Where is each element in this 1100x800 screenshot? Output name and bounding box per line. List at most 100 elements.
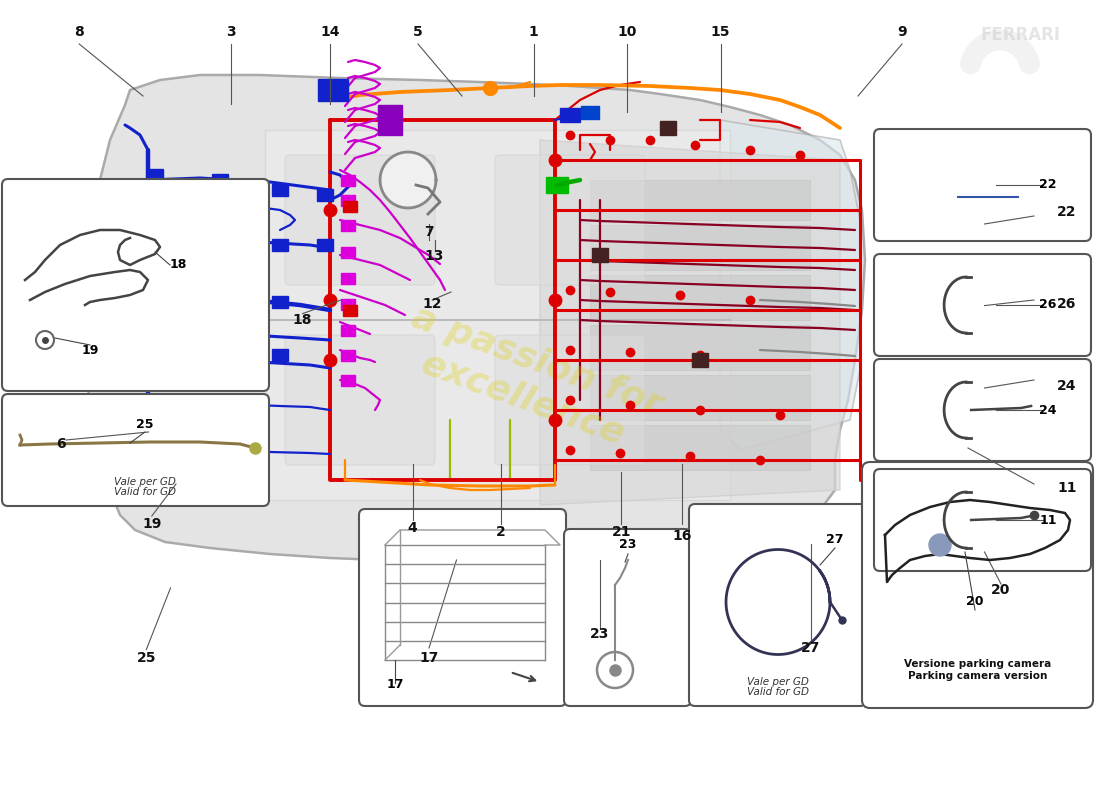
FancyBboxPatch shape (495, 335, 645, 465)
Bar (212, 294, 228, 306)
Text: 23: 23 (619, 538, 637, 551)
Text: Versione parking camera: Versione parking camera (904, 659, 1052, 669)
Text: 21: 21 (612, 525, 631, 539)
Text: 3: 3 (227, 25, 235, 39)
Text: a passion for
excellence: a passion for excellence (393, 300, 667, 460)
FancyBboxPatch shape (285, 335, 435, 465)
Polygon shape (265, 130, 730, 500)
Bar (212, 399, 228, 411)
Bar (590, 275, 810, 320)
Bar (590, 425, 810, 470)
Bar (318, 79, 348, 101)
Text: 17: 17 (386, 678, 404, 691)
Text: 2: 2 (496, 525, 505, 539)
Bar (592, 248, 608, 262)
Bar (986, 172, 1003, 194)
Text: 20: 20 (991, 583, 1011, 598)
Polygon shape (540, 140, 840, 505)
Text: 11: 11 (1040, 514, 1057, 526)
Bar (378, 105, 402, 135)
Bar (341, 374, 355, 386)
Text: 5: 5 (414, 25, 422, 39)
Text: 19: 19 (142, 517, 162, 531)
FancyBboxPatch shape (359, 509, 566, 706)
FancyBboxPatch shape (495, 155, 645, 285)
Bar (317, 239, 333, 251)
Text: 14: 14 (320, 25, 340, 39)
Bar (341, 325, 355, 335)
Text: 22: 22 (1040, 178, 1057, 191)
Bar (590, 375, 810, 420)
Bar (341, 246, 355, 258)
Text: 20: 20 (966, 595, 983, 608)
FancyBboxPatch shape (862, 462, 1093, 708)
Bar (341, 273, 355, 283)
Bar (590, 225, 810, 270)
Text: 27: 27 (801, 641, 821, 655)
Bar (341, 298, 355, 310)
Bar (546, 177, 568, 193)
Text: Vale per GD: Vale per GD (747, 677, 808, 687)
Bar (272, 239, 288, 251)
Text: 23: 23 (590, 627, 609, 642)
Bar (317, 189, 333, 201)
Bar (341, 350, 355, 361)
Text: Valid for GD: Valid for GD (747, 687, 808, 697)
Text: 24: 24 (1057, 378, 1077, 393)
Bar (590, 325, 810, 370)
FancyBboxPatch shape (2, 394, 270, 506)
Bar (272, 349, 288, 361)
FancyBboxPatch shape (874, 469, 1091, 571)
Bar (581, 106, 600, 118)
Bar (272, 184, 288, 196)
Text: 1: 1 (529, 25, 538, 39)
Text: 19: 19 (81, 343, 99, 357)
Polygon shape (382, 154, 435, 206)
Text: 10: 10 (617, 25, 637, 39)
Text: 6: 6 (56, 437, 65, 451)
Polygon shape (110, 280, 240, 370)
Text: 18: 18 (170, 258, 187, 271)
Bar (147, 169, 163, 181)
FancyBboxPatch shape (564, 529, 691, 706)
Text: 26: 26 (1057, 297, 1077, 311)
FancyBboxPatch shape (874, 254, 1091, 356)
Bar (692, 353, 708, 367)
Bar (341, 219, 355, 230)
Text: 16: 16 (672, 529, 692, 543)
Text: FERRARI: FERRARI (980, 26, 1060, 44)
Text: 11: 11 (1057, 481, 1077, 495)
Circle shape (930, 534, 952, 556)
Polygon shape (82, 75, 865, 566)
Bar (212, 174, 228, 186)
Text: 25: 25 (136, 650, 156, 665)
Text: 13: 13 (425, 249, 444, 263)
Bar (660, 121, 676, 135)
Bar (341, 174, 355, 186)
Bar (343, 305, 358, 315)
Bar (212, 234, 228, 246)
Text: 25: 25 (136, 418, 154, 431)
Text: 26: 26 (1040, 298, 1057, 311)
FancyBboxPatch shape (689, 504, 866, 706)
Bar (944, 167, 989, 199)
Text: Vale per GD: Vale per GD (114, 477, 176, 487)
Bar (590, 180, 810, 220)
Text: 4: 4 (408, 521, 417, 535)
Text: 18: 18 (293, 313, 312, 327)
FancyBboxPatch shape (285, 155, 435, 285)
Bar (560, 108, 580, 122)
FancyBboxPatch shape (874, 129, 1091, 241)
Bar (212, 354, 228, 366)
Bar (343, 201, 358, 211)
FancyBboxPatch shape (874, 359, 1091, 461)
Text: 8: 8 (75, 25, 84, 39)
Bar (341, 194, 355, 206)
Text: 27: 27 (826, 533, 844, 546)
Text: 17: 17 (419, 650, 439, 665)
Text: 7: 7 (425, 225, 433, 239)
Text: Valid for GD: Valid for GD (114, 487, 176, 497)
Bar (147, 404, 163, 416)
Polygon shape (720, 120, 860, 450)
Text: 9: 9 (898, 25, 906, 39)
